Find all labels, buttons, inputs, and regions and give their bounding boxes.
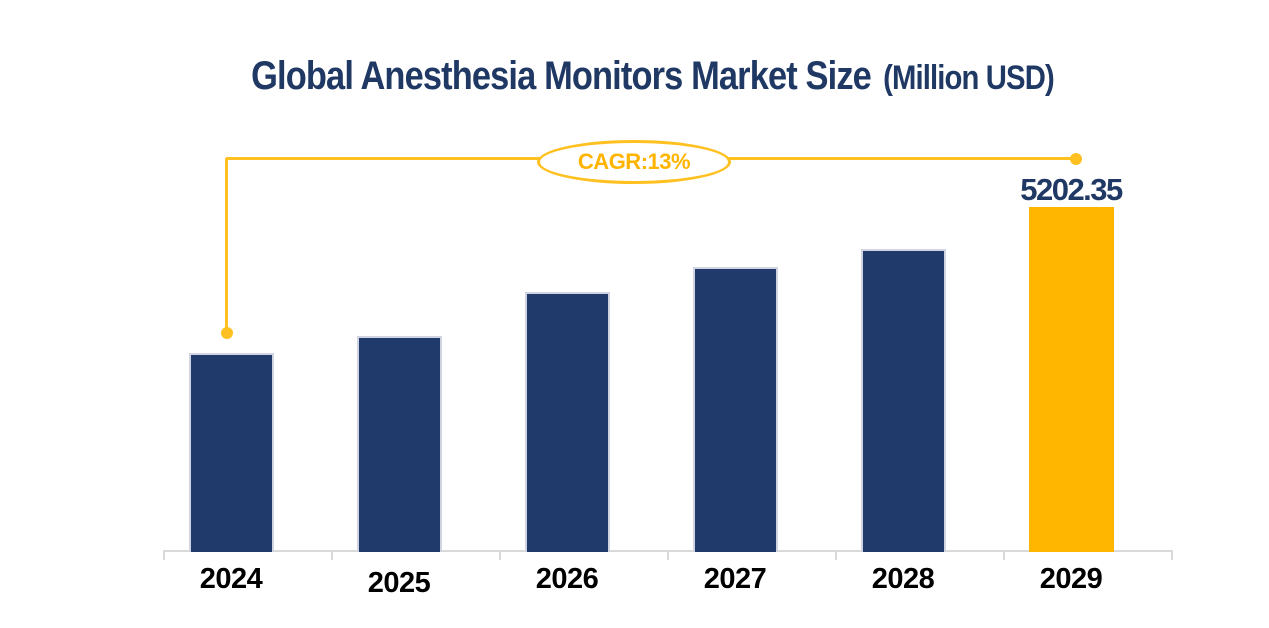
x-axis-line <box>163 550 1173 552</box>
x-axis-tick <box>1171 552 1173 560</box>
x-axis-tick <box>835 552 837 560</box>
x-axis-tick <box>331 552 333 560</box>
bar-2025 <box>356 336 442 552</box>
bar-2029 <box>1028 207 1114 552</box>
bar-2026 <box>524 292 610 552</box>
year-label-2029: 2029 <box>1039 563 1103 595</box>
bar-slot-2028 <box>819 192 987 552</box>
x-axis-tick <box>667 552 669 560</box>
cagr-badge: CAGR:13% <box>537 140 731 184</box>
cagr-label: CAGR:13% <box>577 149 691 174</box>
x-axis-labels: 2024 2025 2026 2027 2028 2029 <box>147 563 1155 599</box>
bar-slot-2024 <box>147 192 315 552</box>
chart-title-main: Global Anesthesia Monitors Market Size <box>251 54 872 98</box>
bar-2027 <box>692 266 778 552</box>
year-label-2028: 2028 <box>871 563 935 595</box>
bar-slot-2025 <box>315 192 483 552</box>
bar-slot-2029 <box>987 192 1155 552</box>
x-axis-tick <box>163 552 165 560</box>
year-label-2026: 2026 <box>535 563 599 595</box>
chart-title: Global Anesthesia Monitors Market Size (… <box>122 54 1182 99</box>
x-axis-tick <box>1003 552 1005 560</box>
bar-slot-2027 <box>651 192 819 552</box>
connector-dot-right <box>1070 153 1082 165</box>
x-axis-tick <box>499 552 501 560</box>
bar-2024 <box>188 353 274 552</box>
bars-container <box>147 192 1155 552</box>
year-label-2024: 2024 <box>199 563 263 595</box>
bar-slot-2026 <box>483 192 651 552</box>
chart-title-unit: (Million USD) <box>883 59 1055 97</box>
year-label-2027: 2027 <box>703 563 767 595</box>
value-label-2029: 5202.35 <box>1020 172 1123 207</box>
connector-dot-left <box>221 327 233 339</box>
cagr-connector-vertical-line <box>225 158 228 330</box>
bar-2028 <box>860 248 946 552</box>
year-label-2025: 2025 <box>367 567 431 599</box>
